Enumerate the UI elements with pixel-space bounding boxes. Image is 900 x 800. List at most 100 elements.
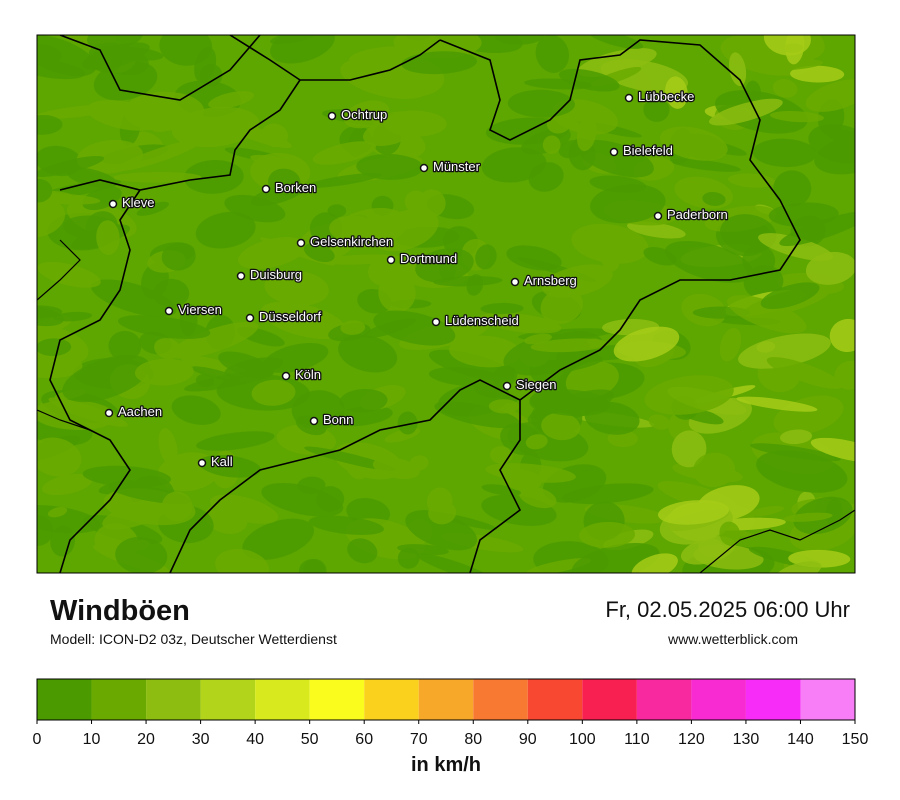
wind-patch	[37, 155, 105, 177]
wind-patch	[475, 244, 497, 270]
title: Windböen	[50, 595, 190, 627]
wind-patch	[47, 507, 68, 518]
wind-patch	[494, 35, 545, 45]
wind-patch	[665, 76, 688, 109]
wind-patch	[96, 220, 120, 255]
city-dot	[510, 277, 520, 287]
wind-patch	[546, 113, 571, 134]
wind-patch	[644, 375, 734, 415]
city-dot	[281, 371, 291, 381]
wind-patch	[588, 35, 644, 49]
wind-patch	[171, 395, 221, 425]
site: www.wetterblick.com	[667, 631, 798, 647]
colorbar-tick-label: 40	[246, 731, 264, 748]
city-dot	[327, 111, 337, 121]
city-label: Viersen	[178, 302, 222, 317]
wind-patch	[330, 405, 393, 427]
city-label: Dortmund	[400, 251, 457, 266]
city-label: Siegen	[516, 377, 556, 392]
wind-patch	[814, 134, 855, 175]
wind-patch	[134, 358, 194, 386]
wind-patch	[488, 399, 520, 414]
wind-patch	[208, 91, 255, 109]
wind-patch	[329, 215, 381, 244]
wind-patch	[790, 65, 845, 83]
city-label: Aachen	[118, 404, 162, 419]
wind-patch	[659, 126, 728, 161]
wind-patch	[37, 505, 101, 534]
colorbar-bin	[636, 679, 692, 720]
wind-patch	[693, 452, 736, 488]
wind-patch	[315, 486, 345, 512]
wind-patch	[756, 450, 848, 493]
wind-patch	[542, 135, 561, 155]
colorbar-tick-label: 30	[192, 731, 210, 748]
wind-patch	[502, 469, 542, 492]
wind-patch	[526, 558, 591, 573]
wind-patch	[91, 279, 177, 317]
wind-patch	[117, 315, 211, 339]
wind-patch	[102, 497, 173, 530]
wind-patch	[48, 397, 128, 427]
city-dot	[609, 147, 619, 157]
city-dot	[261, 184, 271, 194]
wind-patch	[669, 158, 741, 172]
wind-patch	[763, 35, 811, 56]
wind-patch	[506, 245, 562, 271]
wind-patch	[773, 170, 812, 207]
wind-patch	[577, 139, 654, 178]
wind-patch	[196, 431, 275, 451]
wind-patch	[579, 521, 635, 548]
wind-patch	[565, 361, 619, 399]
city-label: Ochtrup	[341, 107, 387, 122]
cities: Ochtrup Lübbecke Bielefeld Münster Borken Kle…	[104, 88, 729, 470]
wind-patch	[37, 35, 97, 77]
colorbar-tick-label: 60	[355, 731, 373, 748]
subtitle: Modell: ICON-D2 03z, Deutscher Wetterdie…	[50, 631, 337, 647]
wind-patch	[743, 265, 784, 299]
colorbar-tick-label: 80	[464, 731, 482, 748]
wind-patch	[368, 257, 398, 286]
colorbar-tick-label: 120	[678, 731, 705, 748]
wind-patch	[37, 179, 53, 203]
wind-patch	[571, 223, 649, 264]
colorbar-bin	[527, 679, 583, 720]
wind-patch	[415, 248, 474, 283]
wind-patch	[195, 211, 256, 249]
wind-patch	[250, 182, 306, 207]
city-label: Köln	[295, 367, 321, 382]
wind-patch	[397, 547, 420, 569]
wind-patch	[561, 483, 654, 504]
colorbar-bin	[800, 679, 855, 720]
wind-patch	[658, 500, 729, 525]
city-label: Lüdenscheid	[445, 313, 519, 328]
wind-patch	[664, 240, 754, 283]
colorbar-bin	[418, 679, 474, 720]
wind-field	[37, 35, 855, 573]
wind-patch	[772, 78, 798, 98]
wind-patch	[170, 321, 259, 359]
wind-patch	[590, 184, 666, 224]
wind-patch	[383, 110, 447, 137]
wind-patch	[648, 414, 671, 430]
colorbar-bin	[691, 679, 746, 720]
map: Ochtrup Lübbecke Bielefeld Münster Borken Kle…	[37, 35, 855, 573]
wind-patch	[719, 327, 742, 362]
city-label: Duisburg	[250, 267, 302, 282]
wind-patch	[161, 242, 196, 271]
wind-patch	[576, 116, 597, 152]
wind-patch	[719, 521, 741, 546]
city-dot	[236, 271, 246, 281]
wind-patch	[161, 491, 193, 522]
wind-patch	[66, 167, 118, 189]
unit-label: in km/h	[411, 754, 481, 776]
wind-patch	[372, 457, 420, 479]
colorbar-bin	[146, 679, 201, 720]
wind-patch	[154, 338, 181, 360]
wind-patch	[242, 518, 315, 560]
wind-patch	[210, 494, 279, 524]
colorbar-bin	[582, 679, 637, 720]
city-label: Kleve	[122, 195, 155, 210]
wind-patch	[401, 51, 478, 75]
wind-patch	[542, 264, 613, 298]
